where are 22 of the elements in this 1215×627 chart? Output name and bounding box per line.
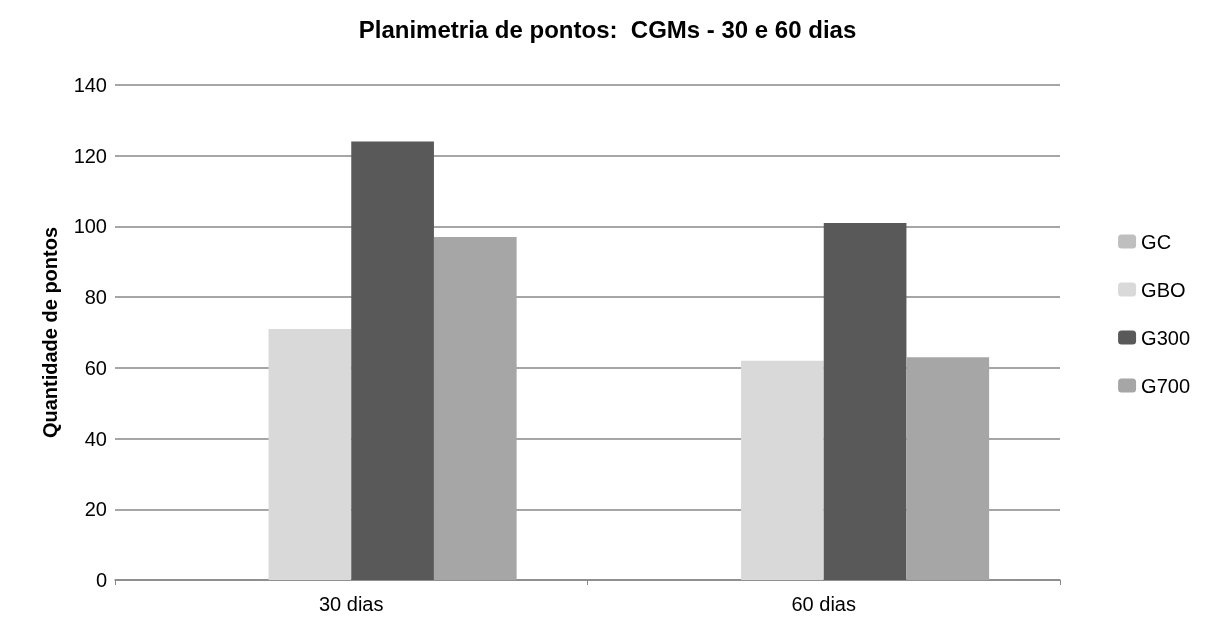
y-tick-label: 60 bbox=[84, 356, 107, 379]
y-tick-label: 40 bbox=[84, 427, 107, 450]
x-tick-label: 30 dias bbox=[319, 593, 384, 615]
y-tick-label: 20 bbox=[84, 498, 107, 521]
bar bbox=[351, 141, 434, 580]
legend-label: G700 bbox=[1141, 374, 1191, 397]
y-tick-label: 80 bbox=[84, 286, 107, 309]
chart-title: Planimetria de pontos: CGMs - 30 e 60 dias bbox=[358, 15, 857, 43]
y-tick-label: 100 bbox=[73, 215, 107, 238]
x-tick-label: 60 dias bbox=[791, 593, 856, 615]
legend-label: GBO bbox=[1141, 278, 1186, 301]
y-tick-label: 140 bbox=[73, 74, 107, 96]
y-tick-label: 0 bbox=[95, 569, 107, 591]
y-axis-title: Quantidade de pontos bbox=[39, 226, 61, 439]
legend-label: G300 bbox=[1141, 326, 1191, 349]
legend-label: GC bbox=[1141, 230, 1172, 253]
bar bbox=[268, 328, 352, 580]
y-tick-label: 120 bbox=[73, 144, 107, 167]
bar bbox=[823, 222, 907, 580]
bar bbox=[906, 357, 990, 580]
bar bbox=[433, 237, 517, 580]
bar bbox=[741, 360, 824, 580]
